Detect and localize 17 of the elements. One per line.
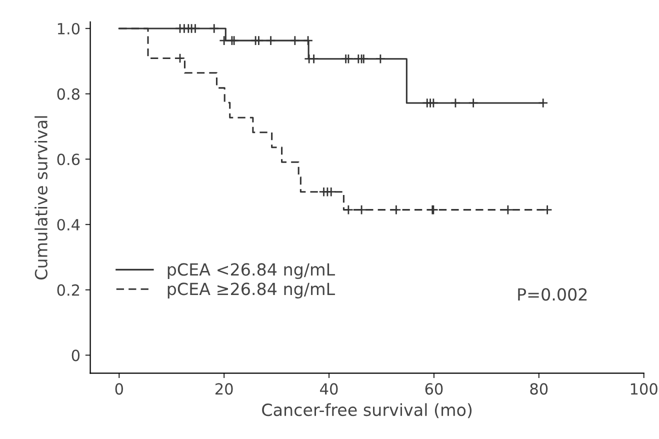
x-tick-label: 20 xyxy=(215,383,233,395)
y-tick-label: 1.0 xyxy=(58,22,80,35)
y-tick-label: 0.8 xyxy=(57,88,80,100)
y-tick-label: 0 xyxy=(72,350,80,362)
x-tick-label: 0 xyxy=(115,383,123,395)
x-axis-title: Cancer-free survival (mo) xyxy=(262,403,472,418)
y-tick-label: 0.4 xyxy=(57,218,80,231)
x-tick-label: 100 xyxy=(630,383,658,395)
annotation: P=0.002 xyxy=(518,288,587,301)
y-tick-label: 0.6 xyxy=(57,154,80,166)
y-axis-title: Cumulative survival xyxy=(34,116,48,280)
y-tick-label: 0.2 xyxy=(57,284,80,296)
x-tick-label: 40 xyxy=(320,383,338,395)
legend-label: pCEA ≥26.84 ng/mL xyxy=(168,282,335,298)
x-tick-label: 60 xyxy=(425,383,443,395)
legend-label: pCEA <26.84 ng/mL xyxy=(168,263,335,279)
x-tick-label: 80 xyxy=(530,383,548,395)
